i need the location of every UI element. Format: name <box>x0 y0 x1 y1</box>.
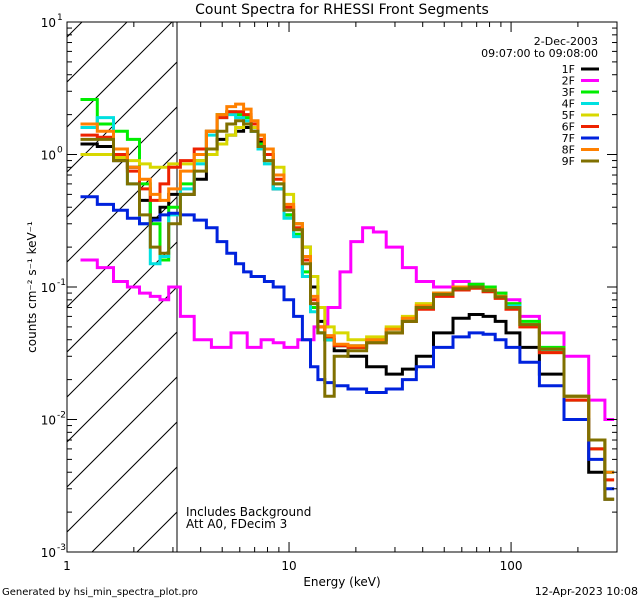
legend-label: 6F <box>562 121 575 134</box>
hatch-line <box>91 466 177 552</box>
y-axis-label: counts cm⁻² s⁻¹ keV⁻¹ <box>25 221 39 353</box>
y-tick-exponent: 1 <box>57 13 63 23</box>
date-label: 2-Dec-2003 <box>534 35 598 48</box>
x-tick-label: 1 <box>63 559 71 573</box>
legend-entry-4f: 4F <box>562 98 599 111</box>
y-tick-base: 10 <box>41 149 56 163</box>
y-tick-base: 10 <box>41 414 56 428</box>
hatch-line <box>67 22 128 83</box>
legend-label: 9F <box>562 155 575 168</box>
y-tick-label: 10 -3 <box>41 543 66 560</box>
y-tick-base: 10 <box>41 16 56 30</box>
hatch-line <box>0 0 107 552</box>
legend-entry-6f: 6F <box>562 121 599 134</box>
y-tick-label: 10 -1 <box>41 278 66 295</box>
axis-ticks <box>66 21 618 553</box>
legend-entry-2f: 2F <box>562 75 599 88</box>
hatch-line <box>67 421 177 533</box>
legend-label: 4F <box>562 98 575 111</box>
x-axis-label: Energy (keV) <box>303 575 380 589</box>
legend-label: 1F <box>562 63 575 76</box>
footer-generator: Generated by hsi_min_spectra_plot.pro <box>2 587 198 598</box>
legend-label: 7F <box>562 132 575 145</box>
series-line-3f <box>80 98 615 474</box>
hatch-line <box>67 22 173 128</box>
hatch-line <box>67 331 177 443</box>
y-tick-label: 10 -2 <box>41 411 66 428</box>
chart-title: Count Spectra for RHESSI Front Segments <box>195 2 489 18</box>
series-line-5f <box>80 122 615 482</box>
legend-entry-8f: 8F <box>562 144 599 157</box>
hatch-line <box>227 0 640 552</box>
series-line-8f <box>80 102 615 474</box>
y-tick-label: 10 0 <box>41 146 63 163</box>
legend-entry-3f: 3F <box>562 86 599 99</box>
hatch-line <box>67 106 177 218</box>
y-tick-exponent: -2 <box>57 411 66 421</box>
hatch-line <box>67 196 177 308</box>
x-tick-labels: 1 10 100 <box>63 559 522 573</box>
series-line-9f <box>80 119 615 501</box>
time-range-label: 09:07:00 to 09:08:00 <box>481 47 598 60</box>
y-tick-label: 10 1 <box>41 13 63 30</box>
hatch-line <box>67 376 177 488</box>
annotation-background: Includes Background <box>186 505 311 519</box>
y-tick-base: 10 <box>41 546 56 560</box>
series-line-7f <box>80 195 615 491</box>
y-tick-exponent: -1 <box>57 278 66 288</box>
y-tick-exponent: -3 <box>57 543 66 553</box>
plot-frame <box>66 21 618 553</box>
legend-label: 5F <box>562 109 575 122</box>
hatch-line <box>67 241 177 353</box>
legend-label: 3F <box>562 86 575 99</box>
x-tick-label: 10 <box>281 559 296 573</box>
annotation-attenuator: Att A0, FDecim 3 <box>186 517 287 531</box>
x-tick-label: 100 <box>500 559 523 573</box>
y-tick-base: 10 <box>41 281 56 295</box>
legend-entry-5f: 5F <box>562 109 599 122</box>
hatched-region <box>0 0 640 552</box>
hatch-line <box>67 151 177 263</box>
legend-label: 2F <box>562 75 575 88</box>
legend-entry-1f: 1F <box>562 63 599 76</box>
legend-entry-9f: 9F <box>562 155 599 168</box>
footer-timestamp: 12-Apr-2023 10:08 <box>535 585 638 598</box>
legend-label: 8F <box>562 144 575 157</box>
y-tick-exponent: 0 <box>57 146 63 156</box>
legend-entry-7f: 7F <box>562 132 599 145</box>
